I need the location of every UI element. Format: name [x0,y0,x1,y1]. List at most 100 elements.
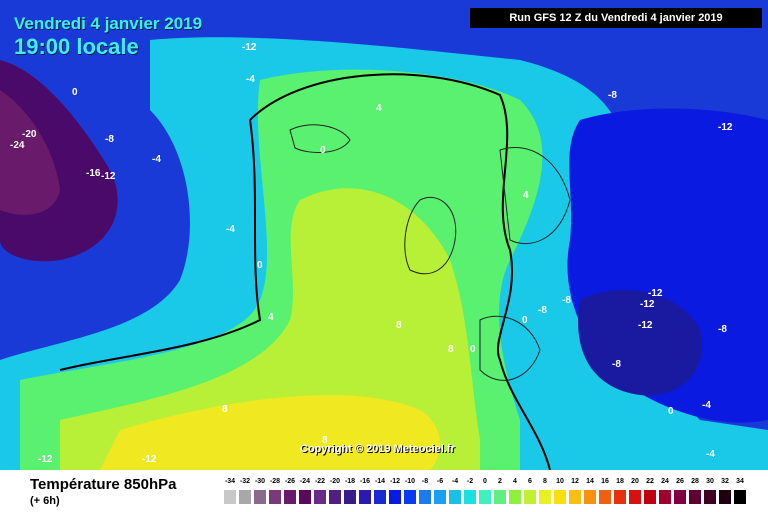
legend-tick: -10 [404,478,416,485]
legend-tick: 14 [586,478,594,485]
iso-label: 4 [268,312,274,323]
legend-swatch [359,490,371,504]
iso-label: 8 [222,404,228,415]
iso-label: -8 [562,295,571,306]
legend-tick: -20 [329,478,341,485]
legend-tick: 12 [571,478,579,485]
iso-label: -4 [706,449,715,460]
copyright-notice: Copyright © 2019 Meteociel.fr [300,443,455,455]
legend-swatch [674,490,686,504]
iso-label: 8 [396,320,402,331]
legend-tick: 16 [601,478,609,485]
legend-swatch [449,490,461,504]
iso-label: -4 [226,224,235,235]
legend-swatch [554,490,566,504]
iso-label: -12 [242,42,257,53]
legend-tick: 22 [646,478,654,485]
iso-label: -12 [638,320,653,331]
legend-tick: -18 [344,478,356,485]
legend-swatch [329,490,341,504]
yellow-zone-south [100,395,440,470]
legend-swatch [374,490,386,504]
iso-label: -12 [718,122,733,133]
iso-label: 0 [470,344,476,355]
iso-label: -8 [105,134,114,145]
legend-swatch [479,490,491,504]
legend-tick: -24 [299,478,311,485]
legend-swatch [509,490,521,504]
coastline-europe [404,146,571,381]
zero-isotherm [249,73,551,470]
iso-label: -4 [246,74,255,85]
legend-swatch [494,490,506,504]
iso-label: -12 [640,299,655,310]
legend-tick: 4 [513,478,517,485]
iso-label: -8 [612,359,621,370]
legend-tick: 10 [556,478,564,485]
legend-swatch [239,490,251,504]
cold-core-balkans [578,290,702,396]
legend-tick: -32 [239,478,251,485]
legend-swatch [389,490,401,504]
legend-swatch [599,490,611,504]
legend-swatch [464,490,476,504]
legend-tick: -30 [254,478,266,485]
legend-swatch [344,490,356,504]
legend-tick: 2 [498,478,502,485]
legend-tick: -4 [451,478,459,485]
temperature-map: -12 -4 0 -20 -24 -8 -4 -16 -12 4 0 -4 0 … [0,0,768,470]
legend-swatch [299,490,311,504]
legend-swatch [284,490,296,504]
legend-swatch [254,490,266,504]
legend-tick: 32 [721,478,729,485]
legend-swatch [314,490,326,504]
iso-label: 4 [376,103,382,114]
legend-swatch [629,490,641,504]
iso-label: 0 [668,406,674,417]
iso-label: -4 [152,154,161,165]
forecast-step: (+ 6h) [30,495,60,507]
forecast-local-time: 19:00 locale [14,34,139,59]
legend-swatch [614,490,626,504]
iso-label: 0 [257,260,263,271]
legend-tick: 0 [483,478,487,485]
legend-tick: -2 [466,478,474,485]
legend-tick: 34 [736,478,744,485]
legend-tick: -14 [374,478,386,485]
legend-tick: 28 [691,478,699,485]
zero-isotherm-west [59,119,262,371]
legend-swatch [419,490,431,504]
legend-tick: -28 [269,478,281,485]
iso-label: 0 [522,315,528,326]
legend-swatch [539,490,551,504]
legend-swatch [644,490,656,504]
legend-tick: 8 [543,478,547,485]
iso-label: -12 [38,454,53,465]
legend-tick: -8 [421,478,429,485]
iso-label: -24 [10,140,25,151]
iso-label: 8 [448,344,454,355]
legend-swatch [269,490,281,504]
iso-label: -12 [101,171,116,182]
iso-label: 0 [320,145,326,156]
legend-tick: -16 [359,478,371,485]
legend-swatch [584,490,596,504]
legend-tick: -22 [314,478,326,485]
legend-swatch [224,490,236,504]
legend-tick: 18 [616,478,624,485]
legend-tick: -12 [389,478,401,485]
legend-tick: -6 [436,478,444,485]
legend-swatch [719,490,731,504]
coastline-iceland [289,124,351,153]
legend-tick: 24 [661,478,669,485]
forecast-date: Vendredi 4 janvier 2019 [14,14,203,33]
legend-swatch [704,490,716,504]
legend-tick: 26 [676,478,684,485]
iso-label: -4 [702,400,711,411]
iso-label: -8 [718,324,727,335]
iso-label: -12 [142,454,157,465]
legend-tick: 6 [528,478,532,485]
legend-tick: 30 [706,478,714,485]
iso-label: 8 [322,435,328,446]
model-run-label: Run GFS 12 Z du Vendredi 4 janvier 2019 [470,8,762,28]
